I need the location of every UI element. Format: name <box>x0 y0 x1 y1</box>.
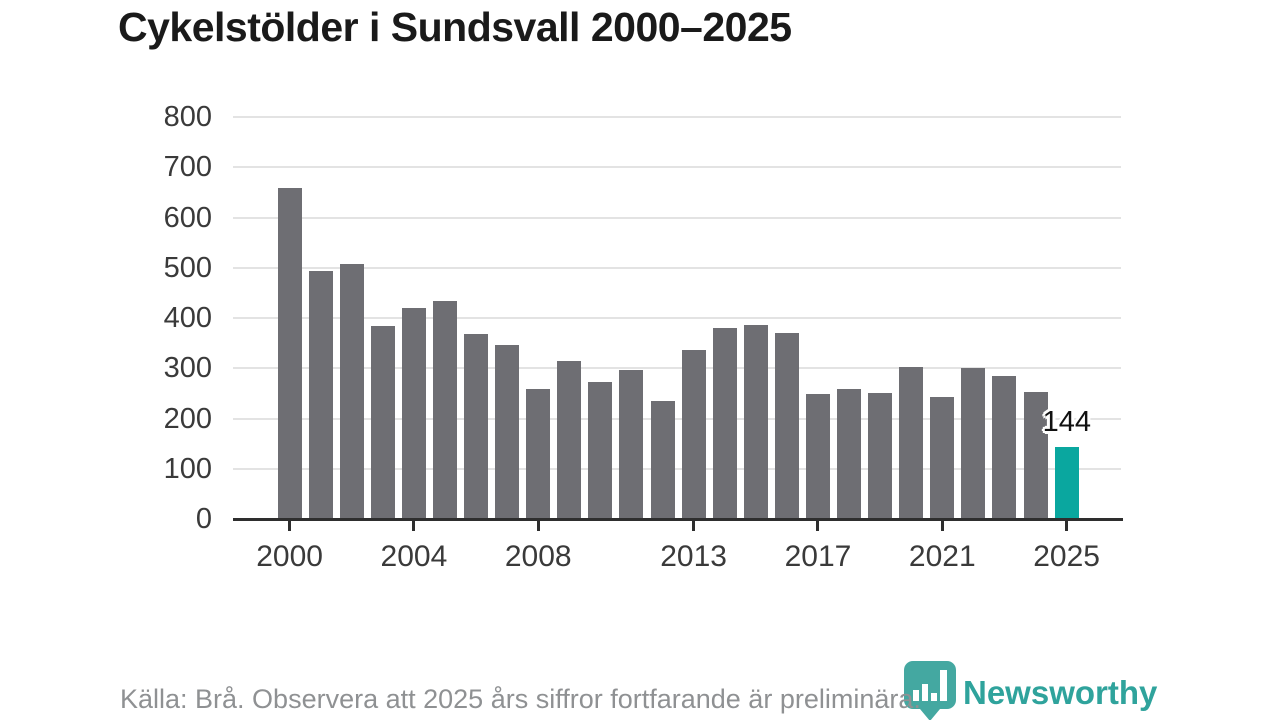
source-note: Källa: Brå. Observera att 2025 års siffr… <box>120 684 921 714</box>
gridline-y-500 <box>233 266 1121 269</box>
x-tick-2017 <box>816 521 820 531</box>
y-tick-label-800: 800 <box>163 101 212 133</box>
x-tick-2004 <box>412 521 416 531</box>
bar-2020 <box>899 366 924 519</box>
x-tick-2000 <box>288 521 292 531</box>
gridline-y-200 <box>233 417 1121 420</box>
x-tick-2008 <box>536 521 540 531</box>
bar-2002 <box>339 264 364 519</box>
x-tick-label-2000: 2000 <box>256 540 323 573</box>
gridline-y-300 <box>233 367 1121 370</box>
bar-2016 <box>774 333 799 519</box>
bar-2008 <box>526 389 551 519</box>
y-tick-label-300: 300 <box>163 352 212 385</box>
newsworthy-pin-icon <box>904 661 956 720</box>
bar-2021 <box>930 396 955 519</box>
bar-2017 <box>805 393 830 519</box>
bar-2018 <box>837 388 862 519</box>
x-tick-2025 <box>1065 521 1069 531</box>
y-tick-label-600: 600 <box>163 201 212 234</box>
bar-2000 <box>277 187 302 519</box>
x-tick-label-2025: 2025 <box>1033 540 1100 573</box>
x-tick-label-2008: 2008 <box>504 540 572 573</box>
gridline-y-700 <box>233 166 1121 169</box>
bar-2023 <box>992 376 1017 519</box>
bar-2024 <box>1023 392 1048 519</box>
gridline-y-400 <box>233 317 1121 319</box>
bar-2006 <box>464 334 489 519</box>
x-tick-label-2021: 2021 <box>908 540 976 573</box>
highlight-value-label: 144 <box>1042 405 1091 438</box>
bar-2011 <box>619 370 644 519</box>
bar-2003 <box>370 325 395 519</box>
bar-2025 <box>1054 446 1079 519</box>
x-tick-2021 <box>940 521 944 531</box>
bar-2009 <box>557 360 582 519</box>
newsworthy-wordmark: Newsworthy <box>963 674 1158 711</box>
x-tick-label-2013: 2013 <box>660 540 727 573</box>
y-tick-label-0: 0 <box>195 503 212 535</box>
bar-2013 <box>681 349 706 519</box>
bar-2004 <box>401 308 426 519</box>
x-axis-line <box>233 518 1123 521</box>
newsworthy-logo: Newsworthy <box>903 660 1157 720</box>
bar-2014 <box>712 328 737 519</box>
bar-2007 <box>495 345 520 519</box>
bar-2010 <box>588 381 613 519</box>
y-tick-label-500: 500 <box>163 251 212 284</box>
bar-2005 <box>433 300 457 519</box>
y-tick-label-200: 200 <box>163 402 212 435</box>
y-tick-label-700: 700 <box>163 151 212 184</box>
x-tick-label-2017: 2017 <box>784 540 852 573</box>
bar-2015 <box>743 324 768 519</box>
bar-2019 <box>868 392 893 519</box>
gridline-y-600 <box>233 216 1121 219</box>
x-tick-label-2004: 2004 <box>380 540 448 573</box>
y-tick-label-100: 100 <box>163 452 212 485</box>
chart-title: Cykelstölder i Sundsvall 2000–2025 <box>118 4 792 50</box>
bar-2012 <box>650 401 675 519</box>
gridline-y-800 <box>233 116 1121 118</box>
bar-2022 <box>961 367 986 519</box>
gridline-y-100 <box>233 467 1121 470</box>
x-tick-2013 <box>692 521 696 531</box>
bar-2001 <box>308 270 333 519</box>
y-tick-label-400: 400 <box>163 302 212 334</box>
